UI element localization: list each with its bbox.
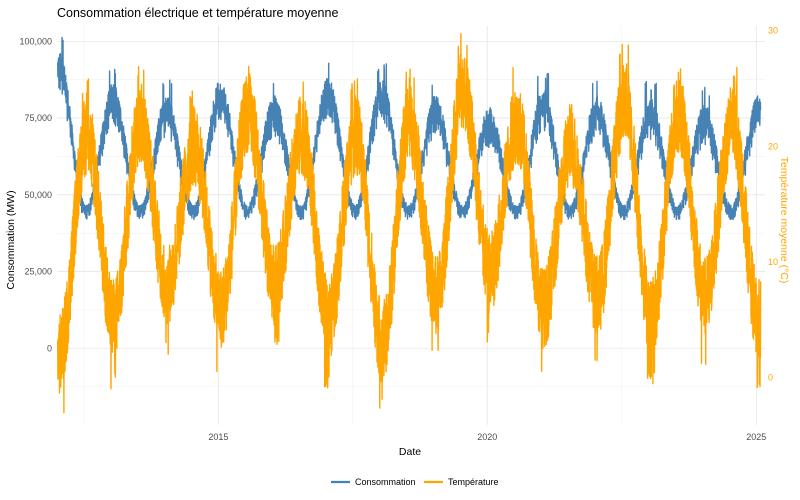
series-layer xyxy=(57,32,762,414)
y-left-axis: 0 25,000 50,000 75,000 100,000 xyxy=(19,36,52,353)
y-left-tick-label: 0 xyxy=(47,343,52,353)
y-right-tick-label: 30 xyxy=(768,26,778,36)
y-left-tick-label: 25,000 xyxy=(24,267,52,277)
y-left-tick-label: 50,000 xyxy=(24,190,52,200)
legend-label-consommation: Consommation xyxy=(355,477,416,487)
y-right-tick-label: 20 xyxy=(768,141,778,151)
x-tick-label: 2025 xyxy=(746,432,766,442)
chart-title: Consommation électrique et température m… xyxy=(57,6,338,20)
legend-label-temperature: Température xyxy=(448,477,499,487)
series-line-temperature xyxy=(57,32,762,414)
y-right-tick-label: 0 xyxy=(768,373,773,383)
x-tick-label: 2015 xyxy=(208,432,228,442)
y-right-tick-label: 10 xyxy=(768,257,778,267)
y-right-axis: 0 10 20 30 xyxy=(768,26,778,383)
legend: Consommation Température xyxy=(331,477,499,487)
x-axis-title: Date xyxy=(399,446,421,458)
y-left-axis-title: Consommation (MW) xyxy=(5,190,17,289)
y-left-tick-label: 100,000 xyxy=(19,36,52,46)
series-line-consommation xyxy=(57,36,762,221)
y-left-tick-label: 75,000 xyxy=(24,113,52,123)
x-tick-label: 2020 xyxy=(477,432,497,442)
x-axis: 2015 2020 2025 xyxy=(208,432,766,442)
y-right-axis-title: Température moyenne (°C) xyxy=(778,157,790,284)
